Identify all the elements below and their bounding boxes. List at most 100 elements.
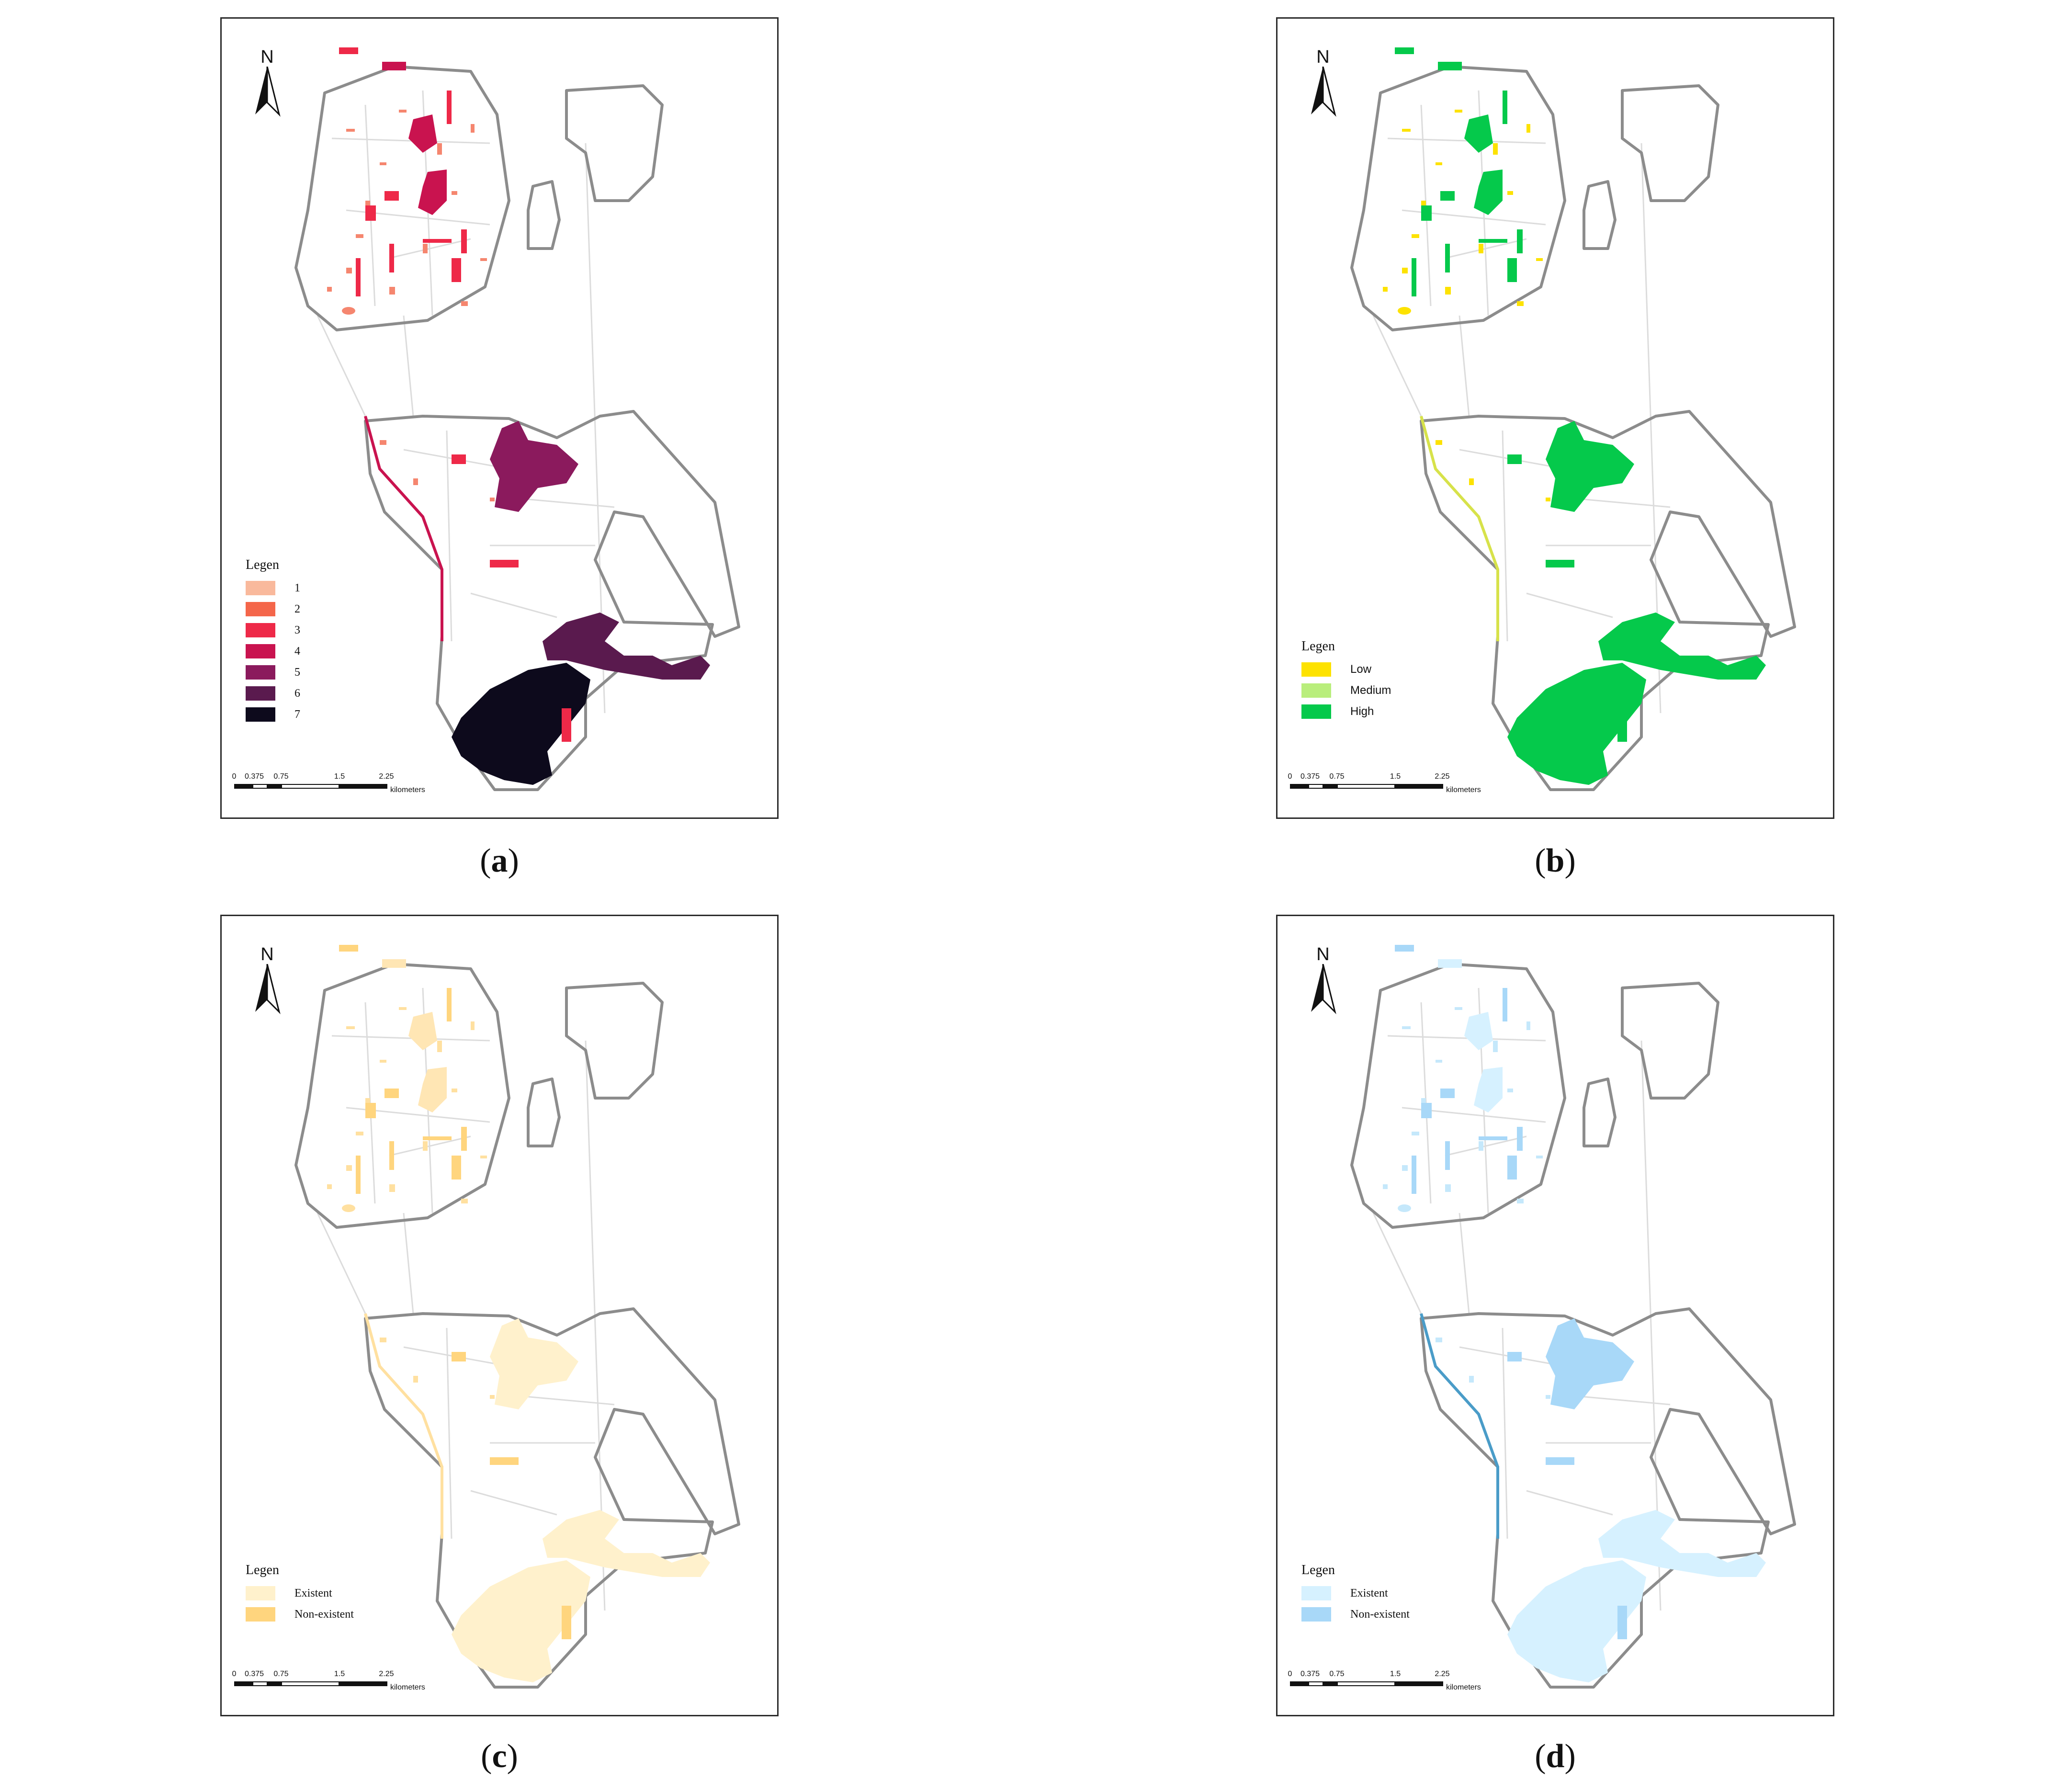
green-patch: [1469, 478, 1474, 485]
green-patch: [1546, 498, 1550, 501]
green-patch: [1421, 201, 1426, 207]
scale-tick: 1.5: [1390, 772, 1401, 781]
legend-items: Existent Non-existent: [1301, 1583, 1410, 1625]
green-patch: [384, 191, 399, 201]
scale-unit: kilometers: [390, 1683, 425, 1691]
legend-title: Legen: [1301, 1563, 1335, 1577]
wetland-east: [1598, 612, 1766, 680]
legend-label: Existent: [1350, 1587, 1388, 1599]
green-patch: [1493, 1041, 1498, 1052]
scale-tick: 0.375: [1300, 772, 1320, 781]
scale-tick: 0: [1288, 772, 1292, 781]
green-patch: [1503, 91, 1507, 124]
green-patch: [1395, 47, 1414, 54]
green-patch: [452, 191, 457, 195]
green-patch: [1536, 1156, 1543, 1158]
scale-tick: 2.25: [1435, 772, 1450, 781]
park-large-central: [490, 421, 578, 512]
green-patch: [389, 1184, 395, 1192]
green-patch: [389, 287, 395, 295]
map-frame: N Legen Existent Non-existent 0 0.375 0.7…: [1276, 915, 1834, 1716]
northeast-islet-outline: [565, 84, 664, 202]
green-patch: [1455, 110, 1462, 113]
map-canvas: [1350, 47, 1796, 791]
northeast-islet-outline: [565, 982, 664, 1100]
park-large-central: [490, 1318, 578, 1409]
green-patch: [480, 1156, 487, 1158]
map-canvas: [294, 47, 740, 791]
green-large-south: [452, 1560, 590, 1682]
green-patch: [471, 1021, 475, 1030]
green-patch: [380, 162, 386, 165]
green-patch: [1469, 1376, 1474, 1383]
legend-label: 1: [294, 581, 300, 594]
north-label: N: [1316, 47, 1330, 67]
north-arrow-icon: [1311, 964, 1336, 1014]
legend-label: Low: [1350, 663, 1372, 676]
park-top-strip: [382, 62, 406, 70]
legend-title: Legen: [1301, 639, 1335, 654]
green-patch: [1507, 191, 1513, 195]
scale-tick: 2.25: [1435, 1670, 1450, 1678]
green-patch: [480, 258, 487, 261]
green-patch: [1617, 1606, 1627, 1639]
scale-unit: kilometers: [390, 786, 425, 794]
legend-item: 2: [246, 599, 300, 620]
park-north: [1464, 114, 1493, 153]
green-patch: [356, 258, 361, 296]
road-network: [331, 987, 615, 1539]
legend-label: Non-existent: [1350, 1608, 1410, 1621]
green-patch: [1517, 301, 1524, 306]
green-patch: [346, 268, 352, 273]
scale-tick: 1.5: [1390, 1670, 1401, 1678]
green-patch: [380, 1060, 386, 1063]
green-patch: [1436, 1060, 1442, 1063]
legend-swatch: [246, 644, 275, 658]
green-patch: [1395, 945, 1414, 952]
panel-caption: (d): [1535, 1738, 1576, 1775]
green-large-south: [1507, 663, 1646, 785]
north-island-outline: [294, 963, 510, 1229]
green-patch: [1436, 162, 1442, 165]
legend-label: 2: [294, 602, 300, 615]
legend-item: Non-existent: [1301, 1604, 1410, 1625]
green-patch: [365, 1103, 376, 1118]
green-patch: [1402, 129, 1411, 132]
green-patch: [384, 1089, 399, 1098]
north-arrow: N: [1306, 945, 1340, 1019]
scale-unit: kilometers: [1446, 1683, 1481, 1691]
green-patch: [1479, 1141, 1483, 1151]
scale-tick: 0.75: [1329, 1670, 1345, 1678]
green-patch: [356, 1156, 361, 1194]
scale-bar: 0 0.375 0.75 1.5 2.25 kilometers: [1288, 1670, 1490, 1699]
legend-label: Medium: [1350, 684, 1391, 697]
green-patch: [452, 1156, 461, 1180]
scale-tick: 0.75: [273, 1670, 289, 1678]
coastal-green-strip: [364, 416, 443, 641]
scale-tick: 0.375: [1300, 1670, 1320, 1678]
park-large-central: [1546, 421, 1634, 512]
legend-swatch: [246, 707, 275, 722]
green-patch: [490, 560, 519, 567]
green-patch: [389, 1141, 394, 1170]
legend-item: 4: [246, 641, 300, 662]
scale-tick: 2.25: [379, 772, 394, 781]
north-island-outline: [1350, 65, 1566, 331]
legend-title: Legen: [246, 557, 279, 572]
legend-swatch: [246, 623, 275, 637]
green-patch: [1546, 560, 1574, 567]
green-patch: [1440, 1089, 1455, 1098]
legend-label: 4: [294, 645, 300, 658]
green-patch: [1402, 1165, 1408, 1171]
scale-tick: 0: [232, 772, 237, 781]
coastal-green-strip: [364, 1313, 443, 1539]
green-patch: [1507, 454, 1522, 464]
green-patch: [490, 498, 495, 501]
map-canvas: [1350, 945, 1796, 1689]
east-islet-outline: [1583, 180, 1617, 250]
legend-title: Legen: [246, 1563, 279, 1577]
park-central: [418, 1067, 447, 1112]
green-patch: [1479, 244, 1483, 253]
green-patch: [1507, 1156, 1517, 1180]
green-patch: [1421, 1098, 1426, 1105]
